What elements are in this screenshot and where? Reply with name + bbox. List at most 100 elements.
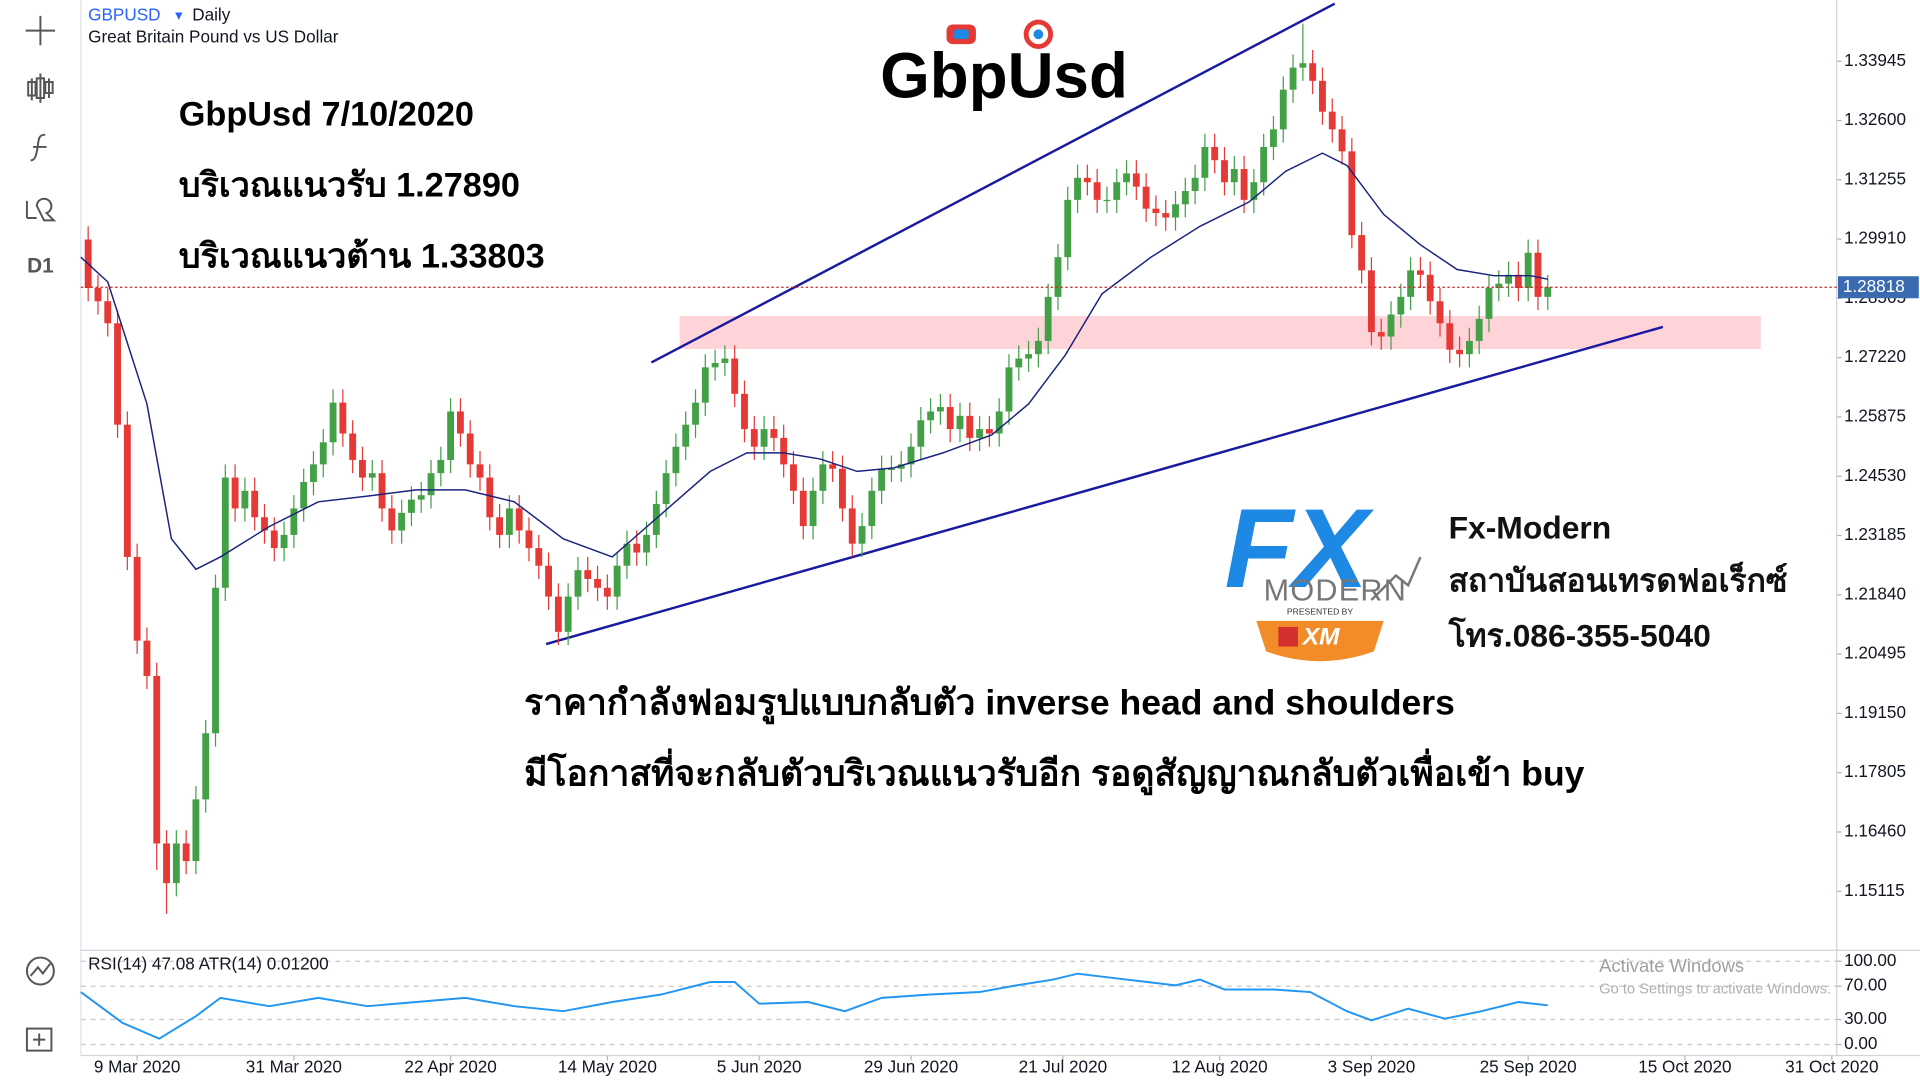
moving-average-line bbox=[80, 152, 1548, 571]
candle-body bbox=[976, 429, 984, 438]
candle-body bbox=[848, 508, 856, 544]
candle-body bbox=[1309, 63, 1317, 81]
annotation-plan: มีโอกาสที่จะกลับตัวบริเวณแนวรับอีก รอดูส… bbox=[524, 748, 1585, 796]
candle-body bbox=[123, 424, 131, 557]
candle-body bbox=[329, 402, 337, 443]
candle-body bbox=[936, 407, 944, 412]
candle-body bbox=[907, 446, 915, 465]
candle-body bbox=[1250, 182, 1258, 200]
candle-body bbox=[888, 468, 895, 470]
candle-body bbox=[554, 596, 562, 632]
icon-right-inner bbox=[1033, 29, 1044, 40]
candle-body bbox=[270, 530, 278, 549]
candle-body bbox=[1005, 367, 1013, 412]
candle-body bbox=[398, 512, 406, 531]
x-tick-label: 31 Mar 2020 bbox=[246, 1056, 342, 1076]
candle-body bbox=[956, 415, 964, 430]
candle-body bbox=[300, 481, 308, 509]
logo-presented: PRESENTED BY bbox=[1287, 607, 1353, 617]
candle-body bbox=[711, 362, 719, 368]
candle-body bbox=[466, 433, 474, 465]
candle-body bbox=[623, 543, 631, 566]
add-panel-tool[interactable] bbox=[25, 1027, 53, 1052]
candle-body bbox=[447, 411, 455, 460]
symbol-menu-arrow[interactable]: ▾ bbox=[175, 8, 183, 24]
candle-body bbox=[829, 464, 837, 469]
candle-body bbox=[1426, 274, 1434, 302]
annotation-resistance: บริเวณแนวต้าน 1.33803 bbox=[179, 237, 545, 275]
candle-body bbox=[182, 843, 190, 862]
candle-body bbox=[1211, 146, 1219, 161]
candle-body bbox=[917, 420, 925, 447]
candle-body bbox=[603, 587, 611, 597]
candle-body bbox=[1132, 173, 1140, 187]
logo-fx: FX bbox=[1224, 485, 1374, 611]
candle-body bbox=[1299, 63, 1307, 68]
candle-body bbox=[868, 490, 876, 527]
y-tick-label: 1.25875 bbox=[1844, 405, 1906, 425]
compare-tool[interactable] bbox=[25, 956, 55, 986]
candle-body bbox=[1113, 182, 1121, 200]
annotation-date: GbpUsd 7/10/2020 bbox=[179, 95, 474, 133]
lower-trendline bbox=[545, 325, 1664, 646]
candle-body bbox=[349, 433, 357, 460]
left-toolbar bbox=[25, 15, 57, 1052]
candle-body bbox=[574, 570, 582, 597]
candle-body bbox=[643, 534, 650, 553]
plot-layer: 1.339451.326001.312551.299101.285651.272… bbox=[80, 23, 1919, 1076]
x-tick-label: 5 Jun 2020 bbox=[717, 1056, 802, 1076]
candle-body bbox=[1025, 354, 1032, 359]
x-tick-label: 31 Oct 2020 bbox=[1785, 1056, 1878, 1076]
candle-body bbox=[1270, 129, 1277, 147]
candle-body bbox=[202, 733, 210, 800]
candles-tool[interactable] bbox=[27, 73, 54, 103]
y-tick-label: 1.16460 bbox=[1844, 821, 1906, 841]
candle-body bbox=[1338, 129, 1346, 152]
x-tick-label: 14 May 2020 bbox=[558, 1056, 657, 1076]
candle-body bbox=[927, 411, 935, 421]
candle-body bbox=[143, 640, 151, 676]
candle-body bbox=[780, 437, 788, 465]
contact-phone: โทร.086-355-5040 bbox=[1448, 616, 1711, 653]
candle-body bbox=[388, 508, 396, 531]
alert-tool[interactable] bbox=[25, 197, 57, 222]
candle-body bbox=[280, 534, 288, 549]
y-tick-label: 1.17805 bbox=[1844, 761, 1906, 781]
candle-body bbox=[1103, 199, 1111, 202]
candle-body bbox=[731, 358, 739, 394]
candle-body bbox=[359, 459, 366, 478]
icon-right bbox=[1023, 19, 1054, 49]
candle-body bbox=[1123, 173, 1130, 183]
crosshair-tool[interactable] bbox=[25, 15, 56, 46]
interval-button[interactable]: D1 bbox=[27, 254, 54, 277]
upper-trendline bbox=[650, 2, 1336, 364]
x-tick-label: 25 Sep 2020 bbox=[1480, 1056, 1577, 1076]
candle-body bbox=[1201, 146, 1209, 178]
contact-name: Fx-Modern bbox=[1449, 510, 1612, 546]
candle-body bbox=[1358, 235, 1366, 271]
candle-body bbox=[251, 490, 259, 518]
candle-body bbox=[212, 587, 219, 734]
y-tick-label: 1.23185 bbox=[1844, 524, 1906, 544]
candle-body bbox=[319, 442, 327, 465]
candle-body bbox=[496, 517, 504, 535]
candle-body bbox=[1064, 199, 1072, 258]
y-tick-label: 1.19150 bbox=[1844, 702, 1906, 722]
candle-body bbox=[172, 843, 180, 884]
y-tick-label: 1.31255 bbox=[1844, 168, 1906, 188]
indicator-tool[interactable] bbox=[30, 133, 47, 162]
candle-body bbox=[1289, 67, 1297, 90]
y-tick-label: 1.15115 bbox=[1844, 880, 1905, 900]
candle-body bbox=[809, 490, 817, 527]
indicator-label: RSI(14) 47.08 ATR(14) 0.01200 bbox=[88, 953, 329, 973]
candle-body bbox=[1446, 323, 1454, 350]
candle-body bbox=[858, 526, 866, 544]
candle-body bbox=[1152, 208, 1160, 214]
symbol[interactable]: GBPUSD bbox=[88, 4, 160, 24]
candle-body bbox=[1034, 340, 1042, 355]
candle-body bbox=[1181, 191, 1189, 205]
y-tick-label: 100.00 bbox=[1844, 950, 1896, 970]
icon-left-inner bbox=[953, 29, 969, 40]
y-tick-label: 1.32600 bbox=[1844, 109, 1906, 129]
symbol-description: Great Britain Pound vs US Dollar bbox=[88, 26, 339, 46]
